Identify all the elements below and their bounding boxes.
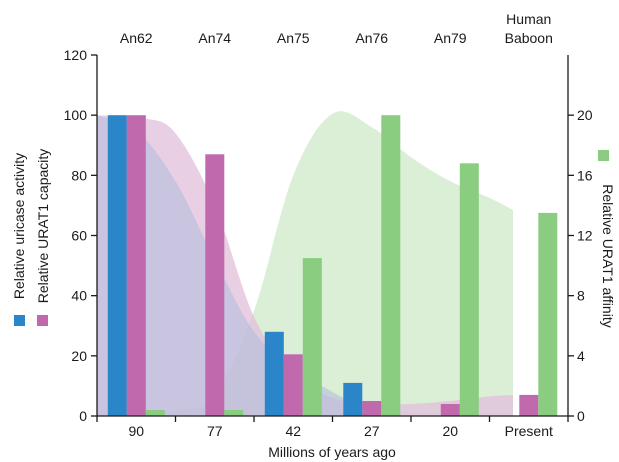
top-label: An79 [434, 30, 467, 46]
y-left-tick-label: 100 [64, 107, 88, 123]
bar-s2-6 [519, 394, 539, 416]
y-axis-title-uricase: Relative uricase activity [11, 153, 27, 299]
top-label: Human [506, 11, 551, 27]
legend-swatch-uricase [14, 315, 25, 326]
y-right-tick-label: 0 [577, 408, 585, 424]
bar-s2-3 [283, 354, 303, 416]
x-tick-label: 77 [207, 423, 223, 439]
x-axis-title: Millions of years ago [268, 444, 396, 460]
y-left-tick-label: 40 [71, 288, 87, 304]
x-tick-label: 27 [364, 423, 380, 439]
y-left-tick-label: 80 [71, 167, 87, 183]
x-tick-label: 90 [128, 423, 144, 439]
bar-s3-2 [224, 410, 244, 416]
bar-s3-4 [381, 115, 401, 416]
y-left-tick-label: 120 [64, 47, 88, 63]
top-label: An62 [120, 30, 153, 46]
bar-s2-1 [126, 115, 146, 416]
y-axis-title-urat1-capacity: Relative URAT1 capacity [35, 149, 51, 304]
y-left-tick-label: 60 [71, 228, 87, 244]
bar-s1-4 [343, 382, 363, 416]
bar-s1-3 [264, 331, 284, 416]
axes-layer: 0 20 40 60 80 100 120 0 4 8 12 16 20 90 77 42 27 20 Presen… [64, 11, 593, 439]
x-tick-label: 20 [442, 423, 458, 439]
top-label: An76 [355, 30, 388, 46]
bar-s3-5 [459, 163, 479, 416]
y-right-tick-label: 8 [577, 288, 585, 304]
x-tick-label: Present [505, 423, 553, 439]
y-left-tick-label: 20 [71, 348, 87, 364]
bar-s2-2 [205, 154, 225, 417]
bar-s2-4 [362, 401, 382, 416]
y-right-tick-label: 12 [577, 228, 593, 244]
y-left-tick-label: 0 [79, 408, 87, 424]
x-tick-label: 42 [285, 423, 301, 439]
bar-s1-1 [107, 115, 127, 416]
top-label: An75 [277, 30, 310, 46]
bar-s3-6 [538, 212, 558, 416]
bar-s3-1 [145, 410, 165, 416]
legend [14, 150, 609, 326]
legend-swatch-urat1-affinity [598, 150, 609, 161]
y-right-tick-label: 20 [577, 107, 593, 123]
bar-s2-5 [440, 404, 460, 416]
y-right-tick-label: 4 [577, 348, 585, 364]
y-right-tick-label: 16 [577, 167, 593, 183]
legend-swatch-urat1-capacity [37, 315, 48, 326]
bar-s3-3 [302, 258, 322, 416]
y-axis-title-urat1-affinity: Relative URAT1 affinity [600, 184, 616, 327]
top-label: An74 [198, 30, 231, 46]
area-3 [97, 115, 372, 416]
top-label: Baboon [505, 30, 553, 46]
label-layer: Millions of years ago Relative uricase a… [11, 149, 616, 460]
bar-layer [107, 115, 558, 417]
